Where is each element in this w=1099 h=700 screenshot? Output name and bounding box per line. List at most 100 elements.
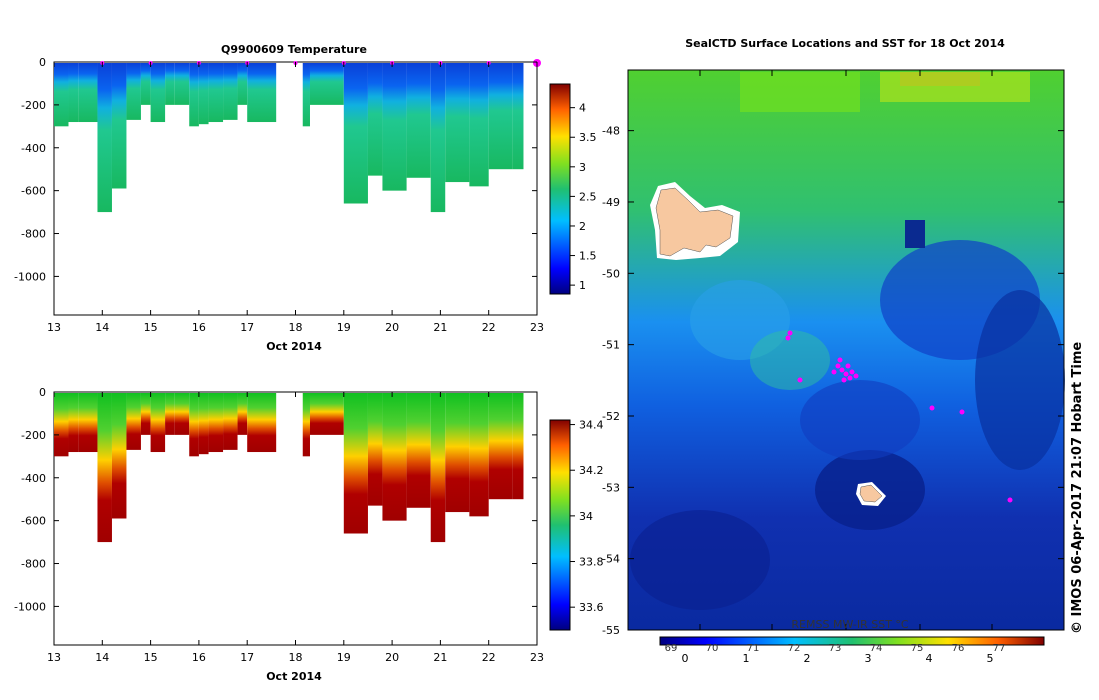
colorbar-tick-label: 1.5 xyxy=(579,250,597,263)
salinity-profile-bar xyxy=(309,393,344,435)
temperature-profile-bar xyxy=(68,63,79,123)
temperature-profile-bar xyxy=(382,63,407,191)
x-tick-label: 15 xyxy=(144,321,158,334)
x-tick-label: 18 xyxy=(289,651,303,664)
temperature-profile-bar xyxy=(512,63,524,170)
sst-celsius-tick: 3 xyxy=(865,652,872,665)
map-title: SealCTD Surface Locations and SST for 18… xyxy=(685,37,1005,50)
salinity-colorbar xyxy=(549,419,571,631)
x-tick-label: 13 xyxy=(47,321,61,334)
map-y-tick-label: -55 xyxy=(602,624,620,637)
seal-location-dot xyxy=(959,409,965,415)
temperature-profile-bar xyxy=(309,63,344,105)
salinity-profile-bar xyxy=(189,393,199,457)
temperature-profile-bar xyxy=(445,63,470,183)
colorbar-tick-label: 4 xyxy=(579,102,586,115)
temperature-xlabel: Oct 2014 xyxy=(266,340,322,353)
seal-ctd-locations xyxy=(785,330,1013,503)
temperature-profile-bar xyxy=(488,63,513,170)
sst-celsius-tick: 4 xyxy=(926,652,933,665)
sst-map-panel: SealCTD Surface Locations and SST for 18… xyxy=(602,37,1085,665)
map-y-tick-label: -51 xyxy=(602,339,620,352)
salinity-profile-bar xyxy=(78,393,98,453)
temperature-panel: Q9900609 Temperature 13 14 15 16 17 18 19 20 21 2… xyxy=(14,43,596,353)
colorbar-tick-label: 34.2 xyxy=(579,464,604,477)
salinity-profile-bar xyxy=(111,393,127,519)
seal-location-dot xyxy=(849,369,855,375)
x-tick-label: 14 xyxy=(95,321,109,334)
salinity-x-ticks: 13 14 15 16 17 18 19 20 21 22 23 xyxy=(47,392,544,664)
x-tick-label: 18 xyxy=(289,321,303,334)
temperature-profile-bar xyxy=(469,63,489,187)
temperature-profile-bar xyxy=(111,63,127,189)
colorbar-tick-label: 33.8 xyxy=(579,556,604,569)
temperature-profile-bar xyxy=(54,63,69,127)
sst-colorbar-ticks: 69 70 71 72 73 74 75 76 77 0 1 2 3 4 5 xyxy=(665,643,1006,665)
temperature-y-ticks: 0 -200 -400 -600 -800 -1000 xyxy=(14,56,537,283)
sst-celsius-tick: 0 xyxy=(682,652,689,665)
temperature-profile-bar xyxy=(165,63,175,105)
temperature-x-ticks: 13 14 15 16 17 18 19 20 21 22 23 xyxy=(47,62,544,334)
salinity-profile-bar xyxy=(126,393,141,450)
temperature-profile-bar xyxy=(198,63,209,125)
seal-location-dot xyxy=(787,330,793,336)
salinity-profile-bar xyxy=(367,393,383,506)
colorbar-tick-label: 3 xyxy=(579,161,586,174)
x-tick-label: 16 xyxy=(192,651,206,664)
colorbar-tick-label: 3.5 xyxy=(579,131,597,144)
seal-location-dot xyxy=(785,335,791,341)
colorbar-tick-label: 33.6 xyxy=(579,601,604,614)
x-tick-label: 19 xyxy=(337,321,351,334)
map-y-ticks: -48 -49 -50 -51 -52 -53 -54 -55 xyxy=(602,70,1064,637)
x-tick-label: 21 xyxy=(433,321,447,334)
temperature-profile-bar xyxy=(189,63,199,127)
sst-fahrenheit-tick: 69 xyxy=(665,643,678,654)
salinity-profile-bar xyxy=(247,393,277,453)
temperature-title: Q9900609 Temperature xyxy=(221,43,367,56)
salinity-profile-bar xyxy=(223,393,238,450)
temperature-profile-bar xyxy=(223,63,238,120)
y-tick-label: -400 xyxy=(21,472,46,485)
map-y-tick-label: -52 xyxy=(602,410,620,423)
temperature-profile-bar xyxy=(247,63,277,123)
salinity-profile-bar xyxy=(140,393,151,435)
temperature-profile-bar xyxy=(406,63,431,178)
x-tick-label: 17 xyxy=(240,321,254,334)
temperature-profiles xyxy=(54,63,524,213)
salinity-profile-bar xyxy=(430,393,446,543)
sst-fahrenheit-tick: 74 xyxy=(870,643,883,654)
sst-fahrenheit-tick: 70 xyxy=(706,643,719,654)
salinity-profile-bar xyxy=(97,393,112,543)
seal-location-dot xyxy=(843,371,849,377)
seal-location-dot xyxy=(845,363,851,369)
x-tick-label: 23 xyxy=(530,651,544,664)
seal-location-dot xyxy=(835,363,841,369)
x-tick-label: 20 xyxy=(385,321,399,334)
heard-island-land xyxy=(650,182,740,260)
salinity-profile-bar xyxy=(174,393,190,435)
y-tick-label: -600 xyxy=(21,515,46,528)
salinity-profile-bar xyxy=(382,393,407,521)
sst-fahrenheit-tick: 72 xyxy=(788,643,801,654)
y-tick-label: -800 xyxy=(21,228,46,241)
map-y-tick-label: -49 xyxy=(602,196,620,209)
temperature-profile-bar xyxy=(97,63,112,213)
temperature-profile-bar xyxy=(126,63,141,120)
map-y-tick-label: -50 xyxy=(602,267,620,280)
salinity-xlabel: Oct 2014 xyxy=(266,670,322,683)
salinity-colorbar-ticks: 33.6 33.8 34 34.2 34.4 xyxy=(570,419,604,614)
y-tick-label: 0 xyxy=(39,56,46,69)
salinity-profile-bar xyxy=(208,393,224,453)
seal-location-dot xyxy=(929,405,935,411)
sst-fahrenheit-tick: 76 xyxy=(952,643,965,654)
temperature-colorbar-ticks: 1 1.5 2 2.5 3 3.5 4 xyxy=(570,102,597,292)
seal-location-dot xyxy=(831,369,837,375)
map-y-tick-label: -54 xyxy=(602,553,620,566)
sst-colorbar xyxy=(659,636,1045,646)
x-tick-label: 23 xyxy=(530,321,544,334)
temperature-profile-bar xyxy=(78,63,98,123)
y-tick-label: -1000 xyxy=(14,600,46,613)
temperature-profile-bar xyxy=(208,63,224,123)
salinity-panel: 13 14 15 16 17 18 19 20 21 22 23 0 -200 -400 -600 -800… xyxy=(14,386,603,683)
salinity-profile-bar xyxy=(237,393,248,435)
